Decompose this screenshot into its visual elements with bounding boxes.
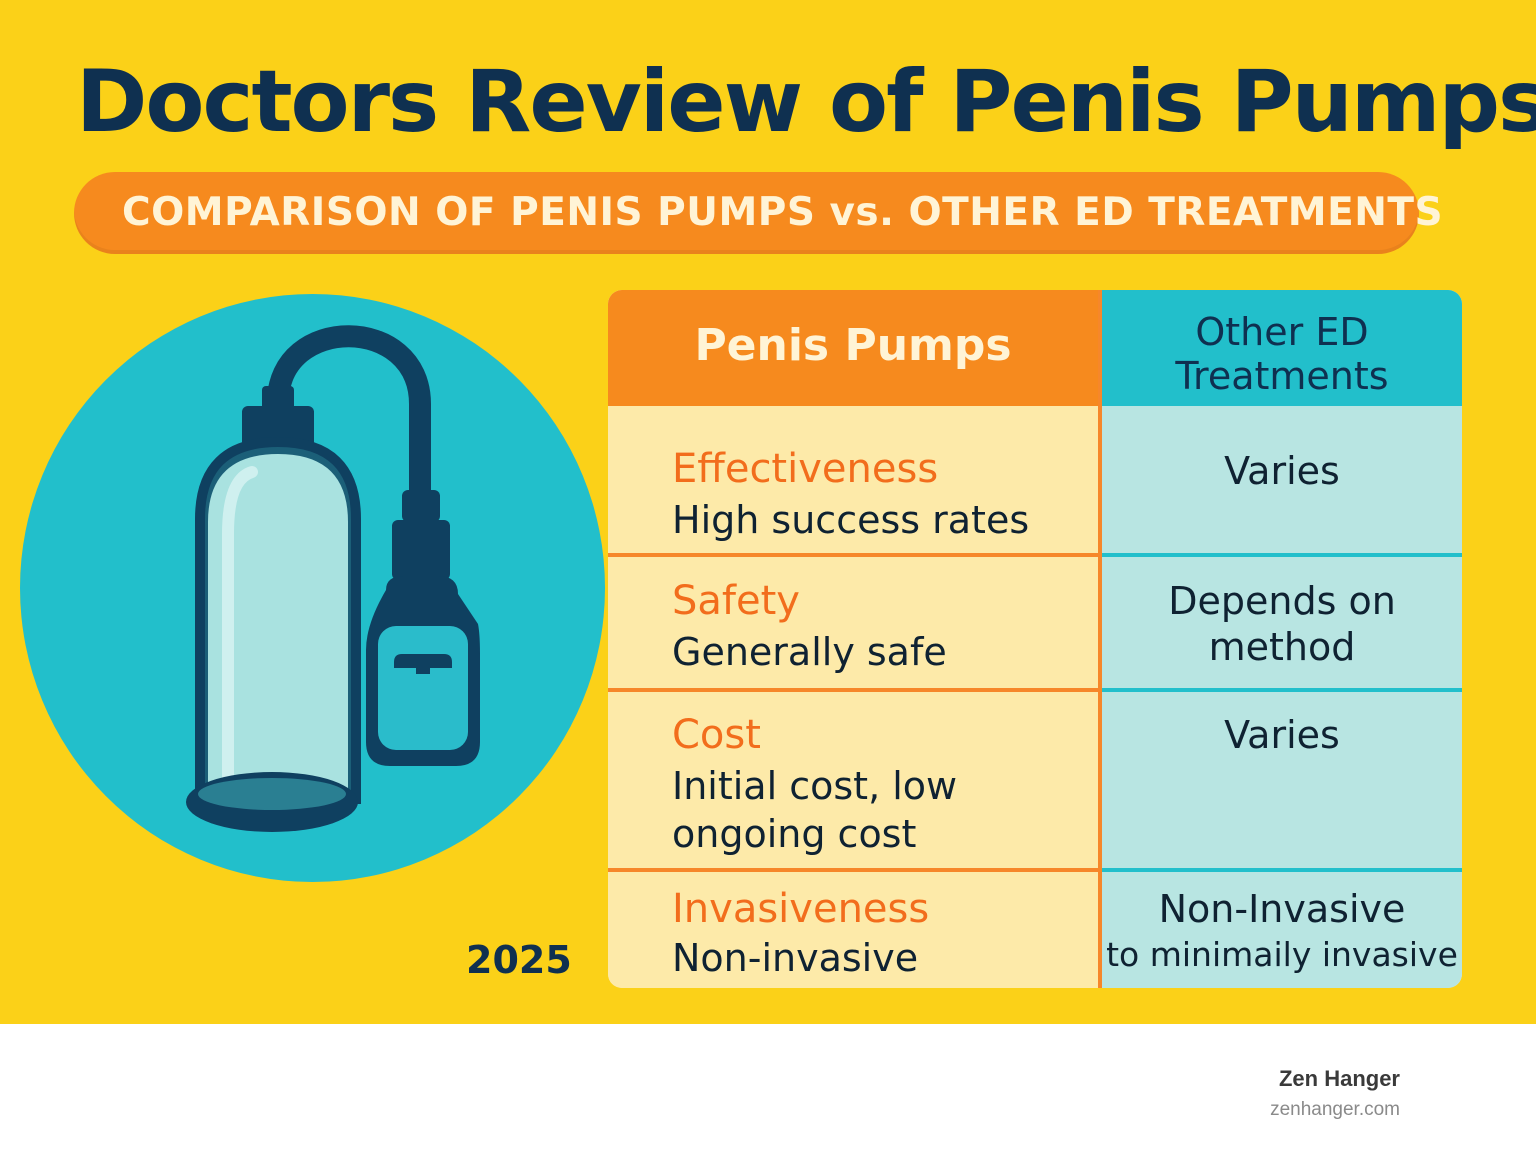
row-divider	[1102, 553, 1462, 557]
comparison-table: Penis Pumps Other ED Treatments Effectiv…	[608, 290, 1462, 988]
pump-value-effectiveness: High success rates	[672, 498, 1030, 542]
header-penis-pumps: Penis Pumps	[608, 290, 1098, 406]
subtitle-text: COMPARISON OF PENIS PUMPS vs. OTHER ED T…	[122, 190, 1444, 235]
footer-brand: Zen Hanger	[1278, 1066, 1400, 1091]
subtitle-banner: COMPARISON OF PENIS PUMPS vs. OTHER ED T…	[74, 172, 1443, 254]
pump-value-invasiveness: Non-invasive	[672, 936, 919, 980]
page-title: Doctors Review of Penis Pumps	[76, 52, 1536, 152]
row-divider	[608, 688, 1098, 692]
other-value-invasiveness: Non-Invasive to minimaily invasive	[1106, 887, 1458, 974]
row-label-invasiveness: Invasiveness	[672, 886, 930, 932]
row-divider	[608, 868, 1098, 872]
row-divider	[1102, 688, 1462, 692]
penis-pump-icon	[186, 325, 480, 832]
header-penis-pumps-label: Penis Pumps	[694, 320, 1012, 371]
year-label: 2025	[466, 938, 572, 982]
row-label-cost: Cost	[672, 712, 761, 758]
row-label-effectiveness: Effectiveness	[672, 446, 939, 492]
pump-value-cost: Initial cost, low ongoing cost	[672, 764, 958, 856]
pump-value-safety: Generally safe	[672, 630, 947, 674]
footer-url: zenhanger.com	[1270, 1099, 1400, 1120]
illustration-circle	[20, 294, 605, 882]
other-value-safety: Depends on method	[1168, 579, 1396, 669]
row-divider	[1102, 868, 1462, 872]
other-value-effectiveness: Varies	[1224, 449, 1340, 493]
other-value-cost: Varies	[1224, 713, 1340, 757]
header-other-treatments-label: Other ED Treatments	[1175, 310, 1389, 398]
row-label-safety: Safety	[672, 578, 800, 624]
header-other-treatments: Other ED Treatments	[1102, 290, 1462, 406]
infographic-poster: Doctors Review of Penis Pumps COMPARISON…	[0, 0, 1536, 1024]
column-divider	[1098, 290, 1102, 988]
row-divider	[608, 553, 1098, 557]
